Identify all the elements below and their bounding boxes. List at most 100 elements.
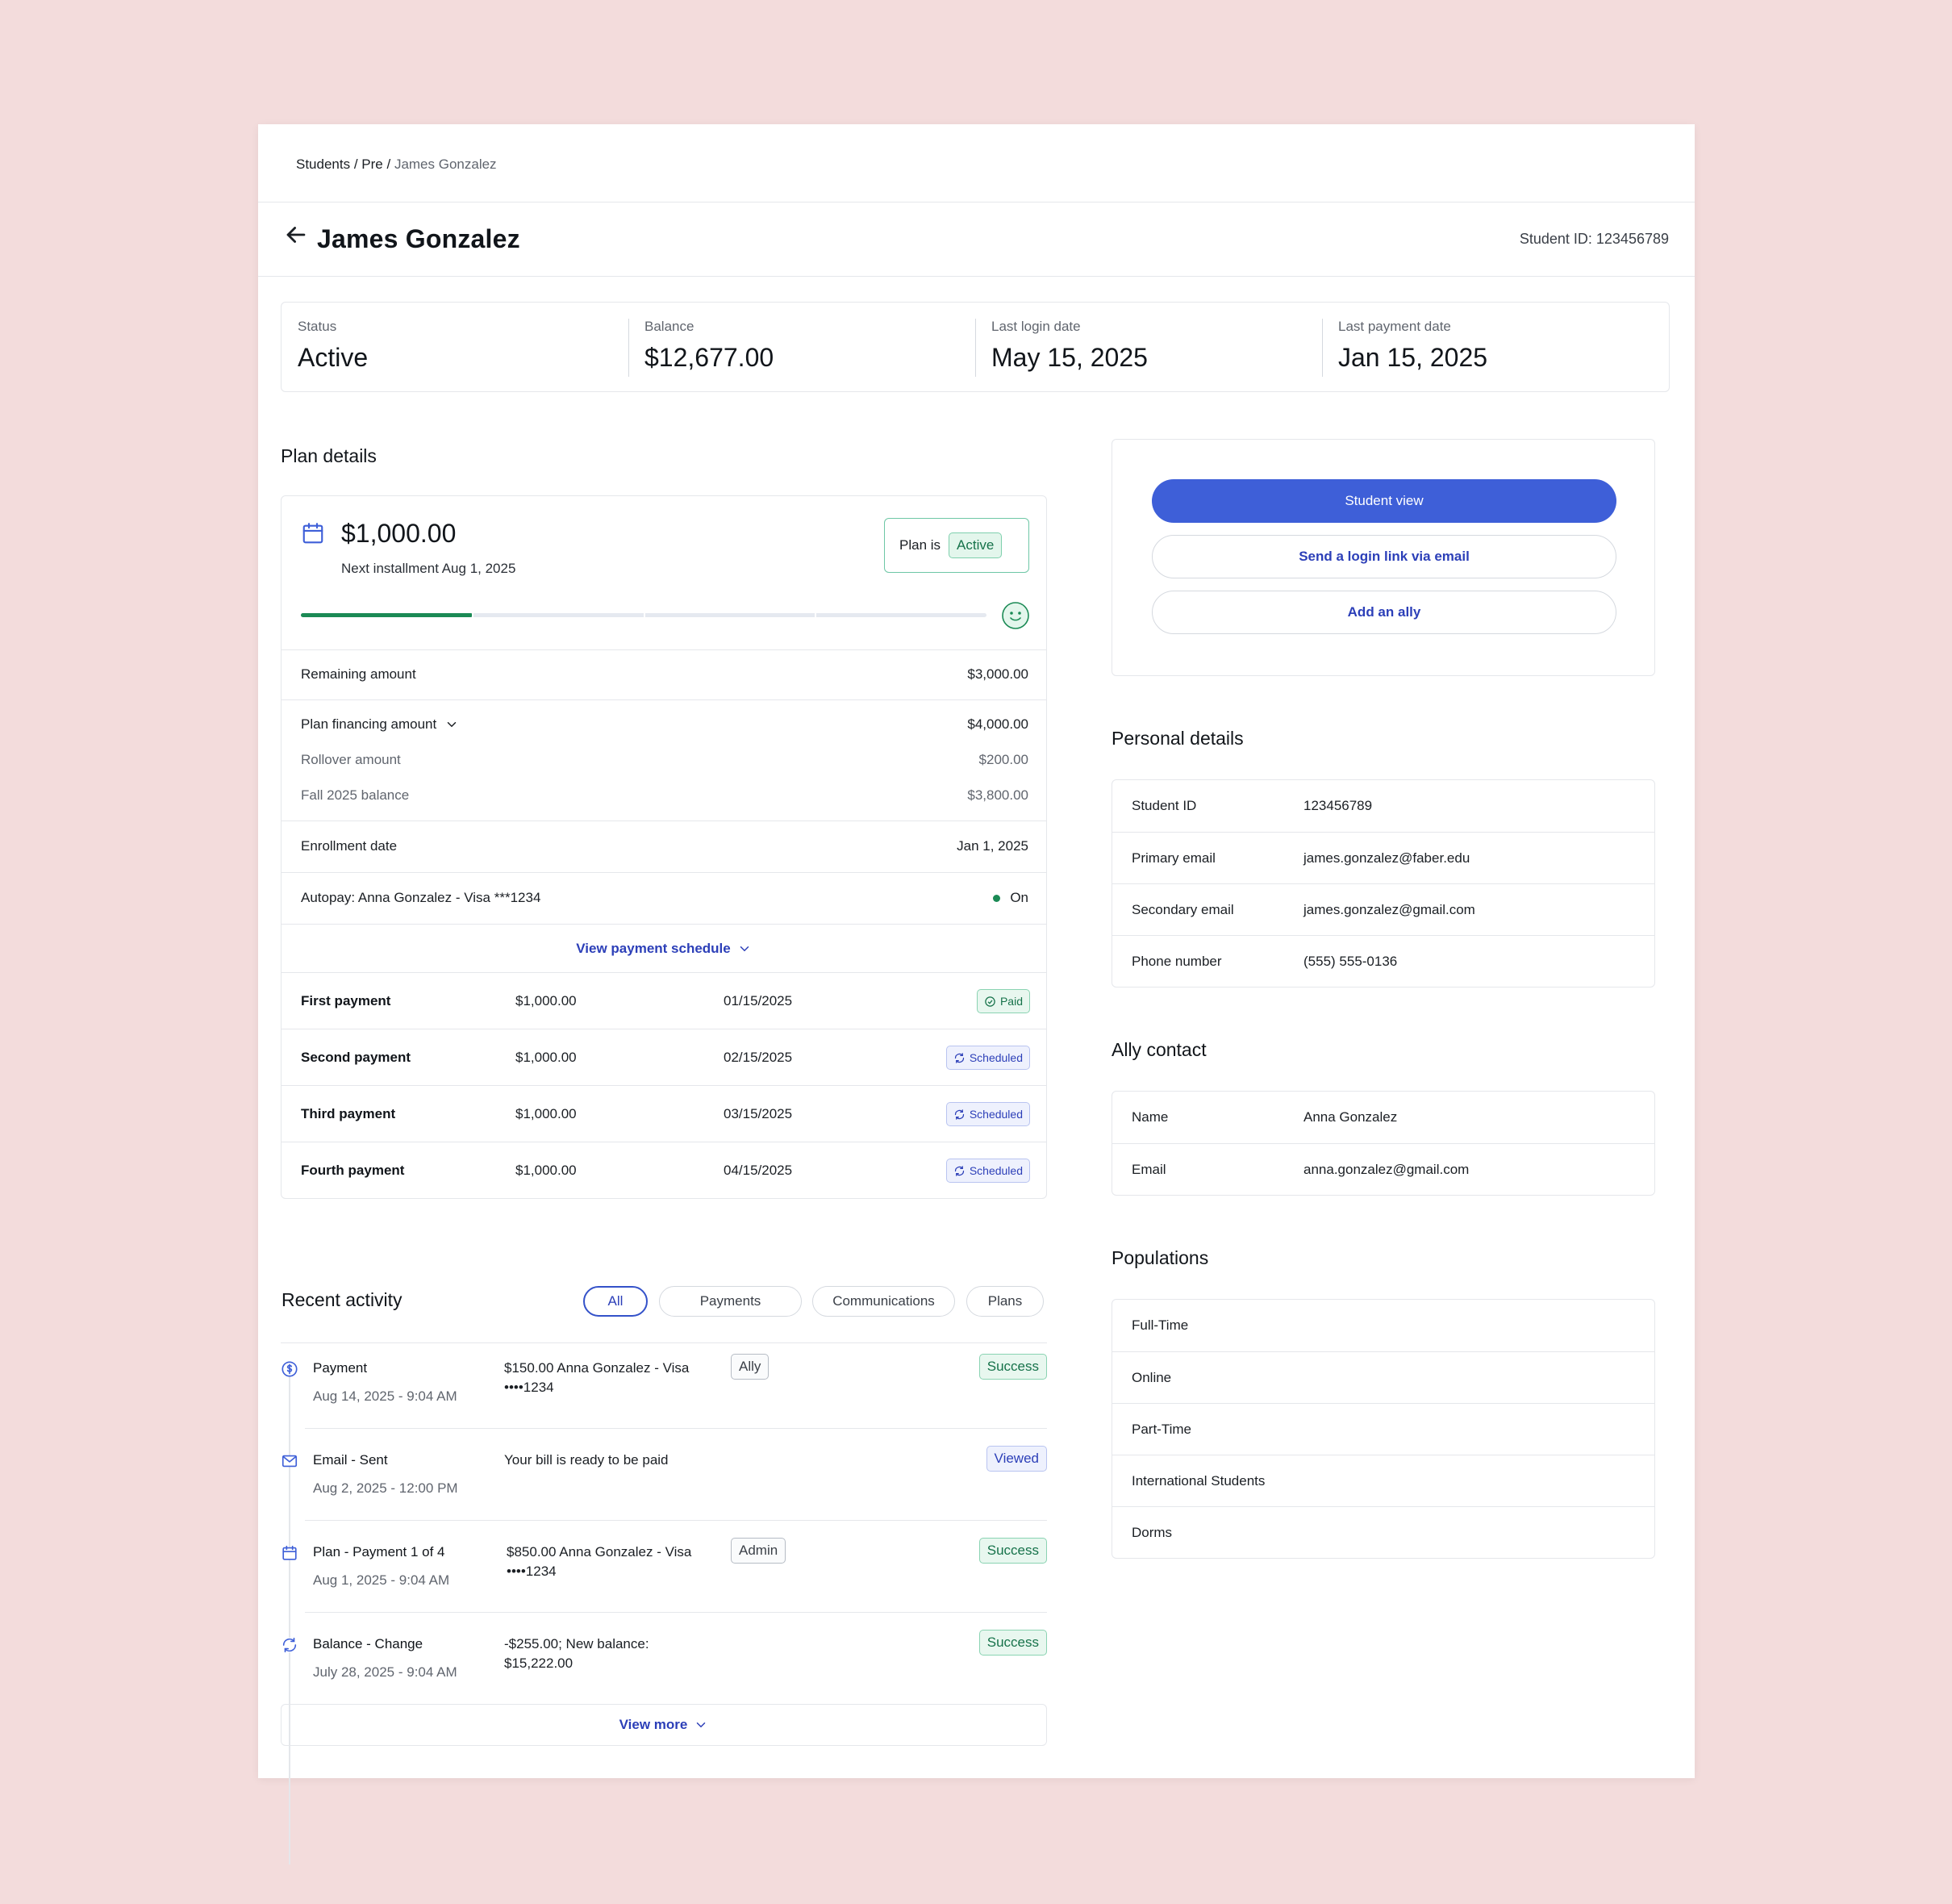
filter-all[interactable]: All: [583, 1286, 648, 1317]
info-value: anna.gonzalez@gmail.com: [1303, 1162, 1470, 1177]
stat-value: $12,677.00: [644, 343, 774, 372]
chevron-down-icon: [740, 946, 749, 951]
refresh-icon: [954, 1052, 964, 1063]
plan-status-prefix: Plan is: [899, 537, 941, 553]
activity-divider: [281, 1342, 1047, 1343]
payment-amount: $1,000.00: [515, 993, 577, 1008]
progress-tick: [815, 613, 816, 617]
row-label: Fall 2025 balance: [301, 787, 410, 803]
autopay-row: Autopay: Anna Gonzalez - Visa ***1234 On: [282, 872, 1046, 924]
remaining-amount-row: Remaining amount $3,000.00: [282, 649, 1046, 699]
plan-card: $1,000.00 Next installment Aug 1, 2025 P…: [281, 495, 1047, 1199]
population-item: Full-Time: [1112, 1300, 1654, 1351]
payment-row: Fourth payment $1,000.00 04/15/2025 Sche…: [282, 1142, 1046, 1198]
population-item: Part-Time: [1112, 1403, 1654, 1455]
scheduled-badge-label: Scheduled: [969, 1051, 1023, 1064]
arrow-left-icon[interactable]: [282, 221, 310, 248]
chevron-down-icon: [697, 1722, 706, 1728]
personal-details-card: Student ID 123456789 Primary email james…: [1112, 779, 1655, 987]
next-installment: Next installment Aug 1, 2025: [341, 561, 516, 576]
row-value: Jan 1, 2025: [957, 838, 1028, 854]
view-more-button[interactable]: View more: [281, 1704, 1047, 1746]
activity-item: Payment Aug 14, 2025 - 9:04 AM $150.00 A…: [281, 1354, 1047, 1451]
row-label: Rollover amount: [301, 752, 401, 767]
plan-progress-fill: [301, 613, 473, 617]
activity-item: Email - Sent Aug 2, 2025 - 12:00 PM Your…: [281, 1446, 1047, 1543]
stat-label: Last payment date: [1338, 319, 1451, 334]
info-row: Email anna.gonzalez@gmail.com: [1112, 1143, 1654, 1195]
status-badge: Success: [978, 1538, 1047, 1564]
financing-row: Plan financing amount $4,000.00 Rollover…: [282, 699, 1046, 820]
student-id-label: Student ID: 123456789: [1519, 231, 1669, 247]
plan-status-box: Plan is Active: [884, 518, 1029, 573]
enrollment-row: Enrollment date Jan 1, 2025: [282, 820, 1046, 872]
row-value: $200.00: [978, 752, 1028, 767]
ally-contact-title: Ally contact: [1112, 1039, 1207, 1060]
payment-date: 04/15/2025: [724, 1163, 793, 1178]
stat-label: Balance: [644, 319, 694, 334]
page-title: James Gonzalez: [317, 224, 520, 253]
activity-time: July 28, 2025 - 9:04 AM: [313, 1664, 457, 1680]
info-value: james.gonzalez@gmail.com: [1303, 902, 1475, 917]
filter-communications[interactable]: Communications: [812, 1286, 955, 1317]
stat-balance: Balance $12,677.00: [628, 303, 975, 391]
stat-label: Last login date: [991, 319, 1081, 334]
student-view-button[interactable]: Student view: [1152, 479, 1616, 523]
smile-icon: [1002, 602, 1029, 629]
breadcrumb-students[interactable]: Students /: [296, 157, 358, 172]
filter-plans[interactable]: Plans: [966, 1286, 1044, 1317]
breadcrumb-pre[interactable]: Pre /: [361, 157, 391, 172]
refresh-icon: [282, 1637, 298, 1653]
activity-description: $850.00 Anna Gonzalez - Visa ••••1234: [507, 1544, 692, 1579]
view-payment-schedule-link[interactable]: View payment schedule: [282, 924, 1046, 972]
activity-title: Payment: [313, 1360, 368, 1376]
payment-row: Third payment $1,000.00 03/15/2025 Sched…: [282, 1085, 1046, 1142]
status-badge: Viewed: [986, 1446, 1047, 1472]
financing-toggle[interactable]: Plan financing amount: [301, 716, 459, 733]
status-dot: [993, 894, 1001, 902]
paid-badge-label: Paid: [999, 995, 1023, 1008]
activity-tag: Ally: [731, 1354, 770, 1380]
info-value: (555) 555-0136: [1303, 954, 1398, 969]
payment-name: First payment: [301, 993, 391, 1008]
population-item: International Students: [1112, 1455, 1654, 1506]
header-divider: [258, 202, 1695, 203]
check-circle-icon: [985, 996, 995, 1007]
payment-name: Fourth payment: [301, 1163, 405, 1178]
population-label: Dorms: [1132, 1525, 1173, 1540]
activity-time: Aug 2, 2025 - 12:00 PM: [313, 1480, 458, 1496]
activity-divider: [305, 1612, 1047, 1613]
refresh-icon: [954, 1109, 964, 1120]
population-item: Dorms: [1112, 1506, 1654, 1558]
info-label: Name: [1132, 1109, 1169, 1125]
stat-value: May 15, 2025: [991, 343, 1148, 372]
activity-item: Plan - Payment 1 of 4 Aug 1, 2025 - 9:04…: [281, 1538, 1047, 1635]
title-divider: [258, 276, 1695, 277]
stat-value: Jan 15, 2025: [1338, 343, 1488, 372]
progress-tick: [472, 613, 473, 617]
chevron-down-icon: [447, 722, 457, 728]
filter-payments[interactable]: Payments: [659, 1286, 802, 1317]
payment-date: 02/15/2025: [724, 1050, 793, 1065]
populations-card: Full-Time Online Part-Time International…: [1112, 1299, 1655, 1559]
stat-value: Active: [298, 343, 369, 372]
info-label: Secondary email: [1132, 902, 1234, 917]
autopay-status[interactable]: On: [993, 890, 1028, 906]
row-label: Plan financing amount: [301, 716, 437, 732]
payment-date: 03/15/2025: [724, 1106, 793, 1121]
student-profile-page: Students / Pre / James Gonzalez James Go…: [258, 124, 1695, 1864]
payment-date: 01/15/2025: [724, 993, 793, 1008]
info-label: Email: [1132, 1162, 1166, 1177]
plan-progress-bar: [301, 613, 986, 617]
info-row: Primary email james.gonzalez@faber.edu: [1112, 832, 1654, 883]
population-label: Online: [1132, 1370, 1172, 1385]
activity-title: Balance - Change: [313, 1636, 423, 1651]
info-label: Primary email: [1132, 850, 1216, 866]
activity-item: Balance - Change July 28, 2025 - 9:04 AM…: [281, 1630, 1047, 1701]
add-ally-button[interactable]: Add an ally: [1152, 591, 1616, 634]
send-login-link-button[interactable]: Send a login link via email: [1152, 535, 1616, 578]
activity-divider: [305, 1520, 1047, 1521]
autopay-value: On: [1010, 890, 1028, 905]
activity-tag: Admin: [731, 1538, 786, 1564]
timeline-line: [289, 1372, 290, 1864]
